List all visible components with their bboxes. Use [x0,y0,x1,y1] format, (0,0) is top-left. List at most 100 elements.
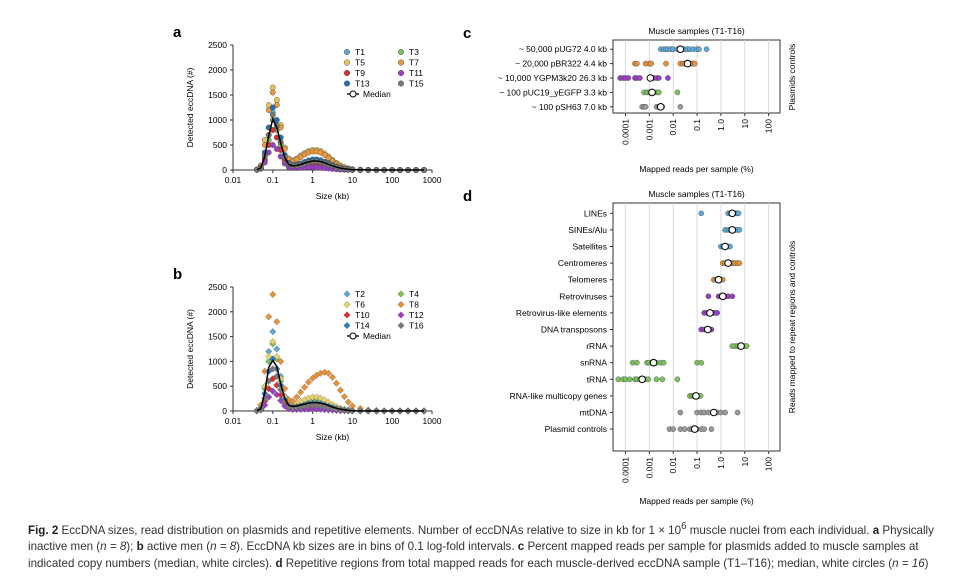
legend-label-T11: T11 [409,68,423,78]
row-label: Centromeres [558,258,607,268]
data-point-T8 [273,318,281,326]
chart-title: Muscle samples (T1-T16) [648,26,745,36]
data-point-T12 [269,387,277,395]
row-label: Retroviruses [559,291,607,301]
data-point [674,89,681,96]
legend-marker-T16 [397,321,405,330]
data-point-T5 [269,84,276,91]
row-label: SINEs/Alu [568,225,607,235]
data-point [691,60,698,67]
data-point [736,227,743,233]
data-point-T5 [261,137,268,143]
data-point-T13 [269,104,276,111]
row-label: rRNA [586,341,607,351]
data-point [705,293,712,300]
row-label: Plasmid controls [545,424,607,434]
data-point-T6 [265,352,273,360]
row-label: Satellites [573,242,608,252]
caption-label-b: b [136,540,144,554]
data-point-T16 [316,402,325,410]
legend-marker-T9 [344,69,351,76]
legend-label-T3: T3 [409,47,419,57]
data-point-T2 [273,345,281,353]
median-marker [709,408,718,417]
panel-a: a 0 500 1000 1500 2000 2500 0.01 0.1 1 10 100 1000 Si… [173,24,442,201]
legend-label-T8: T8 [409,300,419,310]
data-point-T8 [277,357,285,365]
data-point-T14 [269,355,277,363]
median-line [256,116,424,171]
caption-text: Physically inactive men ( [28,523,934,554]
row-label: DNA transposons [541,325,607,335]
caption-text: active men ( [143,540,211,554]
x-tick-label: 100 [764,119,774,133]
legend-label-T13: T13 [355,79,370,89]
y-tick-label: 0 [222,165,227,175]
data-point-T8 [269,290,277,298]
x-axis-label: Size (kb) [316,432,350,442]
data-point-T7 [321,152,328,158]
data-point [708,426,715,432]
legend-marker-T15 [398,80,405,87]
caption-label-d: d [275,556,283,570]
row-label: RNA-like multicopy genes [510,391,607,401]
data-point [660,359,667,366]
figure-caption: Fig. 2 EccDNA sizes, read distribution o… [28,519,943,572]
data-point-T8 [328,373,337,381]
x-tick-label: 0.001 [644,457,654,479]
y-tick-label: 1000 [208,356,227,366]
median-marker [703,325,712,334]
median-marker [638,375,646,384]
caption-n-d: n = 16 [892,556,925,570]
row-label: Telomeres [568,275,607,285]
legend-label-median: Median [363,89,391,99]
y-tick-label: 1500 [208,332,227,342]
median-marker [646,74,655,82]
row-label: ~ 100 pSH63 7.0 kb [532,102,608,112]
legend-label-T6: T6 [355,300,365,310]
median-marker [690,425,699,433]
data-point-T8 [340,393,348,401]
legend-marker-T7 [398,59,405,66]
data-point-T11 [269,142,276,148]
y-tick-label: 2000 [208,307,227,317]
data-point [665,75,671,81]
row-label: mtDNA [580,408,608,418]
data-point [722,409,728,416]
x-tick-label: 0.01 [225,175,242,185]
x-tick-label: 1.0 [716,119,726,131]
caption-text: ); [126,540,137,554]
legend-label-T9: T9 [355,68,365,78]
data-point-T8 [293,393,301,401]
data-point-T8 [332,379,340,387]
x-tick-label: 10 [740,119,750,129]
panel-label-d: d [463,188,472,205]
chart-title: Muscle samples (T1-T16) [648,189,745,199]
data-point [681,426,688,432]
y-tick-label: 500 [213,381,227,391]
median-marker [714,275,723,284]
caption-fig-label: Fig. 2 [28,523,59,537]
legend-label-T7: T7 [409,58,419,68]
y-tick-label: 500 [213,140,227,150]
x-tick-label: 0.1 [267,175,279,185]
data-point [734,409,741,416]
x-tick-label: 10 [348,175,358,185]
data-point [663,60,669,67]
x-tick-label: 0.01 [668,119,678,136]
data-point [648,60,655,67]
data-point-T16 [281,397,289,405]
plot-frame [612,202,781,452]
legend-marker-T13 [344,80,351,87]
data-point-T8 [336,386,344,394]
legend-marker-T8 [397,300,405,309]
right-axis-label: Reads mapped to repeat regions and contr… [787,241,797,413]
data-point [645,376,652,383]
y-axis-label: Detected eccDNA (#) [185,309,195,389]
data-point [637,75,643,81]
legend-label-T5: T5 [355,58,365,68]
x-tick-label: 100 [385,416,399,426]
row-label: ~ 20,000 pBR322 4.4 kb [515,59,607,69]
legend-median-marker [349,332,357,340]
